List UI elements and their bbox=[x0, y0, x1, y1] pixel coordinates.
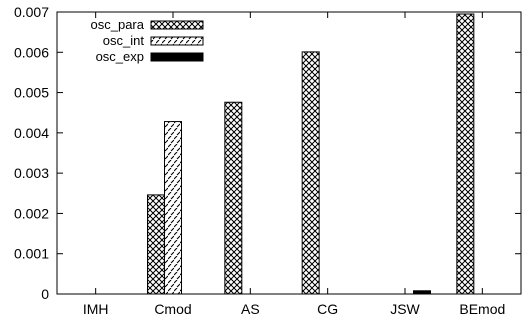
axes: 0 0.001 0.002 0.003 0.004 0.005 0.006 0.007 IMH C… bbox=[14, 4, 522, 317]
y-tick-label: 0.002 bbox=[14, 205, 49, 221]
y-tick-label: 0.004 bbox=[14, 125, 49, 141]
bar-osc_int-Cmod bbox=[164, 121, 182, 295]
legend-swatch-osc_para bbox=[150, 20, 204, 30]
y-tick-label: 0 bbox=[41, 286, 49, 302]
x-tick-label: JSW bbox=[390, 301, 420, 317]
y-tick-label: 0.007 bbox=[14, 4, 49, 20]
x-tick-label: Cmod bbox=[154, 301, 191, 317]
legend-swatch-osc_exp bbox=[150, 52, 204, 62]
legend-swatch-osc_int bbox=[150, 36, 204, 46]
bar-osc_para-AS bbox=[224, 101, 243, 295]
x-tick-label: BEmod bbox=[459, 301, 505, 317]
bar-osc_para-BEmod bbox=[456, 13, 475, 295]
y-tick-label: 0.005 bbox=[14, 85, 49, 101]
x-tick-label: IMH bbox=[83, 301, 109, 317]
bar-osc_exp-JSW bbox=[413, 290, 431, 295]
y-tick-label: 0.006 bbox=[14, 44, 49, 60]
x-tick-label: AS bbox=[241, 301, 260, 317]
legend-label: osc_int bbox=[103, 33, 145, 48]
bar-osc_para-Cmod bbox=[147, 194, 165, 295]
bars bbox=[147, 13, 475, 295]
y-tick-label: 0.003 bbox=[14, 165, 49, 181]
bar-osc_para-CG bbox=[301, 51, 320, 295]
legend-label: osc_para bbox=[91, 17, 145, 32]
legend-label: osc_exp bbox=[96, 49, 144, 64]
x-tick-label: CG bbox=[317, 301, 338, 317]
y-tick-label: 0.001 bbox=[14, 246, 49, 262]
plot-frame bbox=[56, 11, 522, 295]
